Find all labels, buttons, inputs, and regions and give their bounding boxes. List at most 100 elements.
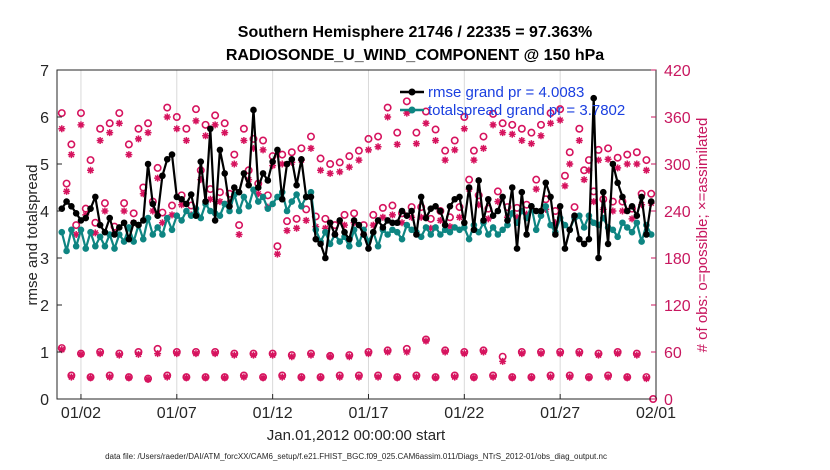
rmse-marker (96, 221, 104, 229)
obs-possible-marker (565, 148, 574, 157)
obs-assimilated-marker (120, 207, 128, 215)
rmse-marker (614, 179, 621, 187)
obs-possible-marker (172, 113, 181, 122)
obs-assimilated-marker (379, 213, 387, 221)
obs-assimilated-marker (432, 374, 440, 382)
obs-possible-marker (144, 119, 153, 128)
obs-assimilated-marker (115, 119, 123, 127)
obs-assimilated-marker (336, 373, 344, 381)
rmse-marker (480, 217, 487, 224)
totalspread-marker (163, 214, 171, 222)
rmse-marker (202, 198, 209, 205)
obs-assimilated-marker (489, 373, 497, 381)
totalspread-marker (580, 224, 588, 231)
rmse-marker (432, 203, 439, 210)
obs-possible-marker (465, 175, 474, 184)
y-right-tick-label: 120 (664, 298, 691, 315)
obs-assimilated-marker (556, 350, 564, 358)
obs-assimilated-marker (614, 164, 622, 172)
obs-possible-marker (235, 221, 244, 230)
rmse-marker (465, 184, 473, 191)
rmse-marker (221, 170, 229, 177)
rmse-marker (115, 224, 123, 231)
obs-possible-marker (369, 210, 378, 219)
obs-assimilated-marker (412, 140, 420, 148)
obs-assimilated-marker (96, 350, 104, 358)
obs-assimilated-marker (77, 121, 85, 129)
obs-assimilated-marker (230, 160, 238, 168)
obs-possible-marker (493, 187, 502, 196)
obs-possible-marker (86, 156, 95, 165)
totalspread-marker (614, 233, 621, 241)
obs-possible-marker (335, 158, 344, 167)
obs-assimilated-marker (259, 146, 267, 154)
obs-assimilated-marker (293, 224, 301, 232)
obs-assimilated-marker (556, 116, 564, 124)
obs-possible-marker (153, 163, 162, 172)
rmse-marker (561, 245, 569, 252)
obs-possible-marker (239, 124, 248, 133)
obs-assimilated-marker (307, 351, 315, 359)
obs-possible-marker (182, 124, 191, 133)
obs-assimilated-marker (317, 166, 325, 174)
totalspread-marker (235, 207, 243, 215)
obs-assimilated-marker (594, 156, 602, 164)
totalspread-marker (623, 224, 631, 231)
rmse-marker (149, 200, 157, 208)
obs-assimilated-marker (302, 216, 310, 224)
totalspread-marker (547, 221, 554, 229)
rmse-marker (240, 170, 248, 177)
rmse-marker (346, 235, 353, 243)
obs-assimilated-marker (575, 350, 583, 358)
obs-assimilated-marker (202, 132, 210, 140)
obs-assimilated-marker (182, 374, 190, 382)
rmse-marker (566, 226, 574, 234)
obs-assimilated-marker (417, 213, 425, 221)
rmse-marker (159, 172, 166, 180)
obs-possible-marker (498, 119, 507, 128)
totalspread-marker (96, 233, 104, 241)
obs-assimilated-marker (173, 125, 181, 133)
rmse-marker (484, 195, 492, 203)
obs-possible-marker (642, 156, 651, 165)
obs-assimilated-marker (547, 119, 555, 127)
obs-possible-marker (62, 179, 71, 188)
totalspread-marker (403, 221, 411, 229)
totalspread-marker (183, 207, 190, 215)
rmse-marker (643, 231, 650, 238)
rmse-marker (211, 217, 219, 224)
x-tick-label: 01/17 (348, 405, 388, 422)
obs-assimilated-marker (508, 374, 516, 382)
rmse-marker (475, 177, 482, 184)
obs-assimilated-marker (446, 223, 454, 231)
rmse-marker (595, 254, 602, 262)
totalspread-marker (240, 193, 248, 201)
obs-assimilated-marker (518, 137, 526, 144)
obs-possible-marker (604, 144, 613, 153)
obs-assimilated-marker (63, 187, 71, 195)
obs-assimilated-marker (58, 125, 66, 133)
obs-assimilated-marker (278, 160, 286, 168)
totalspread-marker (422, 224, 430, 231)
obs-assimilated-marker (566, 160, 574, 168)
obs-assimilated-marker (297, 374, 305, 382)
rmse-marker (504, 217, 511, 224)
obs-assimilated-marker (451, 373, 459, 381)
obs-assimilated-marker (456, 213, 464, 221)
y-left-tick-label: 0 (40, 392, 49, 409)
totalspread-marker (288, 198, 296, 205)
obs-assimilated-marker (240, 137, 248, 144)
totalspread-marker (72, 242, 80, 250)
rmse-marker (278, 195, 286, 203)
rmse-marker (168, 151, 176, 158)
rmse-marker (92, 193, 99, 201)
obs-assimilated-marker (537, 132, 545, 140)
obs-assimilated-marker (355, 156, 363, 164)
obs-possible-marker (259, 136, 268, 145)
obs-possible-marker (306, 132, 315, 141)
obs-assimilated-marker (633, 351, 641, 359)
obs-possible-marker (72, 221, 81, 230)
obs-assimilated-marker (283, 227, 291, 235)
rmse-marker (518, 188, 526, 196)
totalspread-line (60, 188, 653, 252)
